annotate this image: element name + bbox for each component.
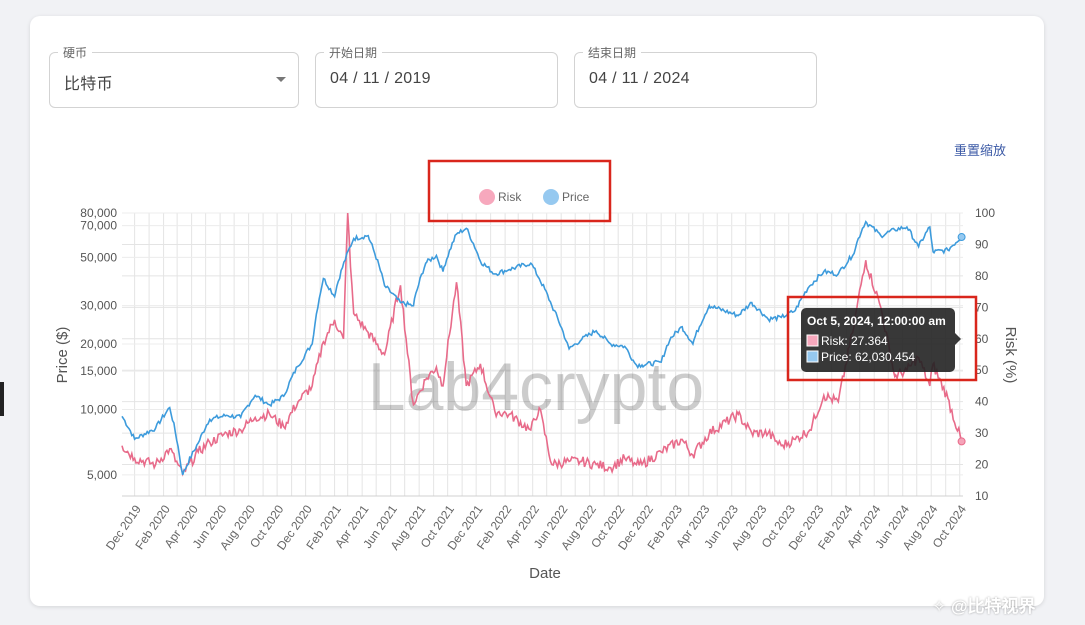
- y-left-tick-label: 10,000: [80, 402, 117, 416]
- price-legend-label: Price: [562, 190, 590, 204]
- tooltip-risk-swatch: [806, 334, 819, 347]
- start-date-label: 开始日期: [324, 44, 383, 61]
- chart-watermark: Lab4crypto: [368, 349, 704, 425]
- tooltip-box: [801, 308, 955, 372]
- chart-grid: [122, 212, 963, 497]
- y-left-tick-label: 5,000: [87, 468, 117, 482]
- y-left-tick-label: 15,000: [80, 364, 117, 378]
- start-date-value[interactable]: 04 / 11 / 2019: [330, 70, 431, 87]
- risk-legend-marker: [479, 189, 495, 205]
- window-edge-mark: [0, 382, 4, 416]
- highlight-boxes: [427, 159, 978, 382]
- y-right-tick-label: 30: [975, 426, 989, 440]
- tooltip-title: Oct 5, 2024, 12:00:00 am: [807, 314, 946, 328]
- corner-watermark: ✧ @比特视界: [932, 597, 1036, 616]
- y-right-tick-label: 70: [975, 300, 989, 314]
- coin-select[interactable]: 硬币 比特币: [49, 44, 299, 108]
- y-right-tick-label: 20: [975, 458, 989, 472]
- y-left-tick-label: 20,000: [80, 337, 117, 351]
- risk-legend-label: Risk: [498, 190, 522, 204]
- end-date-field[interactable]: 结束日期 04 / 11 / 2024: [574, 44, 817, 108]
- end-date-label: 结束日期: [583, 44, 642, 61]
- risk-last-point: [957, 437, 966, 446]
- chevron-down-icon[interactable]: [276, 77, 286, 82]
- y-left-tick-label: 70,000: [80, 219, 117, 233]
- y-left-tick-label: 80,000: [80, 206, 117, 220]
- price-last-point: [957, 233, 966, 242]
- y-right-tick-label: 10: [975, 489, 989, 503]
- coin-select-value: 比特币: [64, 76, 113, 93]
- y-left-tick-label: 30,000: [80, 299, 117, 313]
- end-date-value[interactable]: 04 / 11 / 2024: [589, 70, 690, 87]
- y-right-axis-title: Risk (%): [1002, 327, 1019, 384]
- y-right-tick-label: 80: [975, 269, 989, 283]
- coin-select-label: 硬币: [58, 44, 93, 61]
- start-date-field[interactable]: 开始日期 04 / 11 / 2019: [315, 44, 558, 108]
- price-series-line: [121, 220, 963, 476]
- risk-series-line: [121, 212, 963, 477]
- y-left-axis-title: Price ($): [54, 327, 71, 384]
- page-background-strip: [0, 0, 8, 625]
- tooltip-risk-text: Risk: 27.364: [821, 334, 888, 348]
- reset-zoom-button[interactable]: 重置缩放: [954, 143, 1007, 158]
- chart-legend[interactable]: Risk Price: [479, 189, 590, 205]
- y-right-tick-label: 90: [975, 237, 989, 251]
- tooltip-arrow: [955, 333, 961, 345]
- y-right-tick-label: 100: [975, 206, 995, 220]
- y-right-tick-label: 50: [975, 363, 989, 377]
- tooltip-price-swatch: [806, 350, 819, 363]
- tooltip-highlight-box: [786, 295, 978, 382]
- y-left-tick-label: 50,000: [80, 250, 117, 264]
- price-legend-marker: [543, 189, 559, 205]
- y-right-tick-label: 60: [975, 332, 989, 346]
- x-axis-title: Date: [529, 565, 561, 582]
- chart-lines: [121, 212, 966, 477]
- tooltip-price-text: Price: 62,030.454: [821, 350, 915, 364]
- y-right-tick-label: 40: [975, 395, 989, 409]
- chart-tooltip: Oct 5, 2024, 12:00:00 am Risk: 27.364 Pric…: [801, 308, 961, 372]
- legend-highlight-box: [427, 159, 612, 223]
